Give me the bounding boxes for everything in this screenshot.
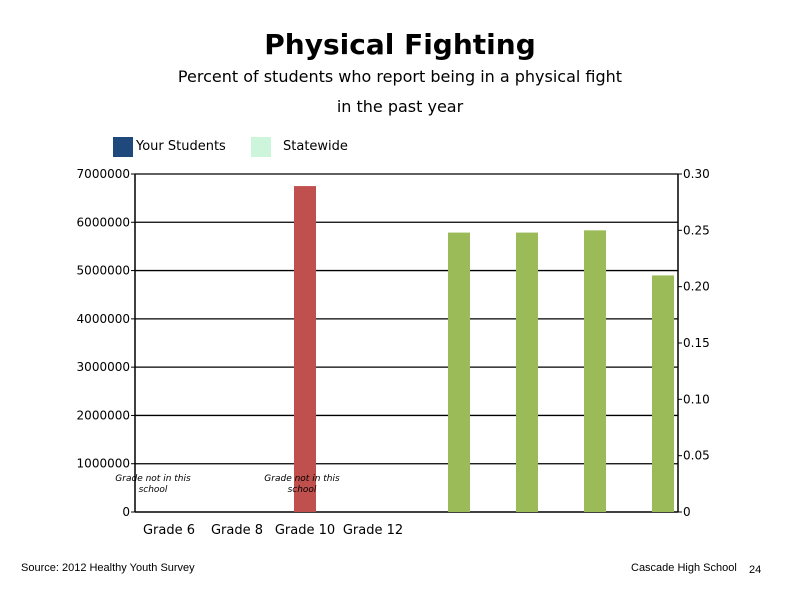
- y-left-tick-label: 3000000: [77, 360, 130, 374]
- x-category-label: Grade 10: [275, 523, 335, 538]
- chart-title: Physical Fighting: [264, 28, 536, 61]
- bar-statewide: [516, 232, 538, 512]
- chart-subtitle-line1: Percent of students who report being in …: [177, 67, 623, 86]
- y-right-tick-label: 0.15: [683, 336, 710, 350]
- y-right-tick-label: 0.20: [683, 280, 710, 294]
- y-left-tick-label: 6000000: [77, 215, 130, 229]
- x-category-label: Grade 12: [343, 523, 403, 538]
- school-name: Cascade High School: [631, 562, 737, 574]
- legend-label-statewide: Statewide: [283, 139, 348, 154]
- note-grade-6: Grade not in this school: [115, 474, 191, 495]
- y-left-tick-label: 7000000: [77, 167, 130, 181]
- y-left-tick-label: 5000000: [77, 264, 130, 278]
- chart-subtitle-line2: in the past year: [336, 97, 464, 116]
- source-note: Source: 2012 Healthy Youth Survey: [21, 562, 195, 574]
- y-left-tick-label: 1000000: [77, 457, 130, 471]
- y-right-tick-label: 0.30: [683, 167, 710, 181]
- bar-placeholder: [294, 186, 316, 513]
- bar-statewide: [448, 232, 470, 512]
- y-left-tick-label: 0: [122, 505, 130, 519]
- y-right-tick-label: 0.25: [683, 223, 710, 237]
- note-grade-10: Grade not in this school: [264, 474, 340, 495]
- bar-statewide: [652, 275, 674, 512]
- y-left-tick-label: 2000000: [77, 408, 130, 422]
- y-right-tick-label: 0.10: [683, 392, 710, 406]
- page-number: 24: [749, 564, 762, 576]
- legend-swatch-statewide: [251, 137, 271, 157]
- x-category-label: Grade 6: [143, 523, 195, 538]
- y-right-tick-label: 0.05: [683, 449, 710, 463]
- y-right-tick-label: 0: [683, 505, 691, 519]
- bar-statewide: [584, 230, 606, 513]
- y-left-tick-label: 4000000: [77, 312, 130, 326]
- legend-swatch-your-students: [113, 137, 133, 157]
- legend-label-your-students: Your Students: [136, 139, 226, 154]
- x-category-label: Grade 8: [211, 523, 263, 538]
